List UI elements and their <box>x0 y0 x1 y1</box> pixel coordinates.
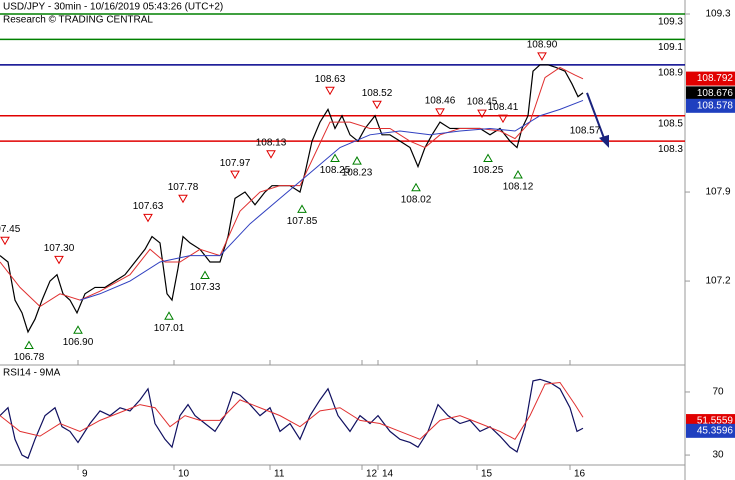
high-marker <box>477 109 487 119</box>
projection-arrow <box>586 92 606 142</box>
level-label: 108.5 <box>658 118 683 129</box>
high-marker <box>498 114 508 124</box>
annotation-label: 108.25 <box>473 165 504 176</box>
high-marker <box>178 194 188 204</box>
low-marker <box>24 340 34 349</box>
low-marker <box>411 182 421 192</box>
y-tick-label: 30 <box>712 450 724 461</box>
annotation-label: 108.52 <box>362 88 393 99</box>
level-label: 108.9 <box>658 68 683 79</box>
annotation-label: 108.25 <box>320 165 351 176</box>
annotation-label: 108.45 <box>467 97 498 108</box>
x-tick-label: 15 <box>481 469 493 480</box>
chart-title: USD/JPY - 30min - 10/16/2019 05:43:26 (U… <box>3 2 223 13</box>
high-marker <box>325 86 335 96</box>
annotation-label: 107.45 <box>0 224 21 235</box>
high-marker <box>0 236 10 246</box>
low-marker <box>352 156 362 165</box>
low-marker <box>513 170 523 179</box>
low-marker <box>200 270 210 280</box>
value-tag-label: 108.676 <box>697 88 734 99</box>
y-tick-label: 109.3 <box>705 9 730 20</box>
target-label: 108.57 <box>570 125 601 136</box>
level-label: 109.1 <box>658 42 683 53</box>
y-tick-label: 70 <box>712 387 724 398</box>
high-marker <box>143 213 153 223</box>
x-tick-label: 14 <box>382 469 394 480</box>
chart-subtitle: Research © TRADING CENTRAL <box>3 15 153 26</box>
projection-arrow-head <box>599 134 609 148</box>
y-tick-label: 107.2 <box>705 276 730 287</box>
annotation-label: 107.85 <box>287 216 318 227</box>
level-label: 108.3 <box>658 144 683 155</box>
series-line <box>79 100 584 301</box>
high-marker <box>372 100 382 110</box>
value-tag <box>686 98 735 113</box>
y-tick-label: 107.9 <box>705 187 730 198</box>
high-marker <box>537 52 547 61</box>
level-label: 109.3 <box>658 17 683 28</box>
low-marker <box>483 153 493 163</box>
annotation-label: 108.46 <box>425 95 456 106</box>
low-marker <box>330 153 340 163</box>
annotation-label: 107.63 <box>133 201 164 212</box>
series-line <box>0 381 584 440</box>
value-tag <box>686 423 735 438</box>
x-tick-label: 12 <box>366 469 378 480</box>
high-marker <box>435 108 445 117</box>
value-tag <box>686 86 735 101</box>
annotation-label: 108.23 <box>342 168 373 179</box>
value-tag-label: 51.5559 <box>697 416 734 427</box>
annotation-label: 108.63 <box>315 74 346 85</box>
annotation-label: 107.97 <box>220 158 251 169</box>
annotation-label: 108.90 <box>527 40 558 51</box>
x-tick-label: 11 <box>274 469 285 480</box>
annotation-label: 106.90 <box>63 337 94 348</box>
series-line <box>0 66 584 308</box>
annotation-label: 107.30 <box>44 243 75 254</box>
x-tick-label: 9 <box>82 469 88 480</box>
annotation-label: 106.78 <box>14 352 45 363</box>
annotation-label: 108.41 <box>488 102 519 113</box>
value-tag-label: 108.578 <box>697 100 734 111</box>
annotation-label: 108.02 <box>401 194 432 205</box>
value-tag <box>686 71 735 86</box>
low-marker <box>73 325 83 334</box>
value-tag-label: 108.792 <box>697 73 734 84</box>
high-marker <box>230 170 240 180</box>
high-marker <box>54 255 64 265</box>
high-marker <box>266 150 276 159</box>
annotation-label: 108.12 <box>503 182 534 193</box>
value-tag-label: 45.3596 <box>697 425 734 436</box>
annotation-label: 108.13 <box>256 137 287 148</box>
low-marker <box>164 311 174 320</box>
annotation-label: 107.33 <box>190 282 221 293</box>
annotation-label: 107.78 <box>168 182 199 193</box>
series-line <box>0 378 584 460</box>
rsi-title: RSI14 - 9MA <box>3 368 61 379</box>
annotation-label: 107.01 <box>154 323 185 334</box>
x-tick-label: 10 <box>178 469 190 480</box>
low-marker <box>297 204 307 213</box>
x-tick-label: 16 <box>574 469 586 480</box>
